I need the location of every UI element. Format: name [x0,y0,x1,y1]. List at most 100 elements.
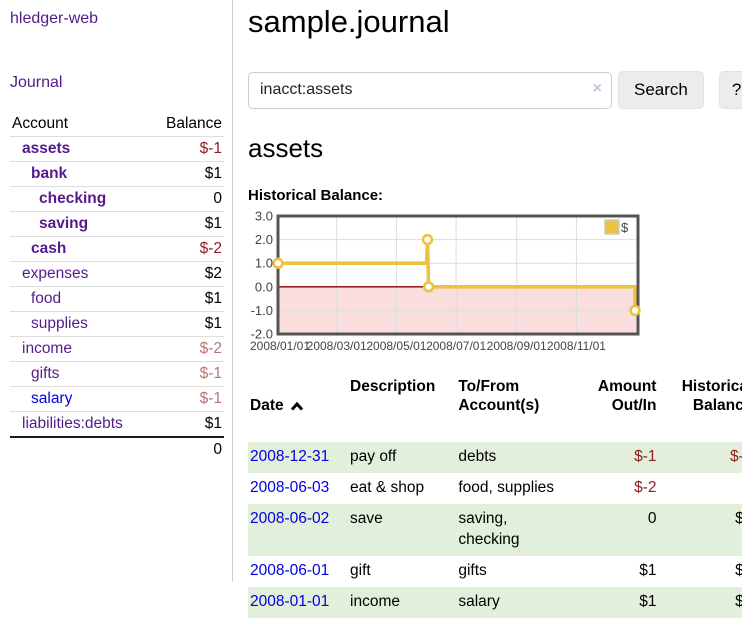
sidebar: hledger-web Journal Account Balance asse… [0,0,233,582]
transaction-amount: $-1 [634,448,657,466]
account-balance: $-1 [199,140,222,157]
svg-text:-2.0: -2.0 [251,327,273,342]
help-button[interactable]: ? [718,71,742,109]
svg-text:2008/05/01: 2008/05/01 [366,339,426,353]
account-row-saving: saving $1 [10,211,224,237]
transaction-accounts: debts [458,448,497,466]
svg-text:2008/01/01: 2008/01/01 [250,339,310,353]
transaction-accounts: salary [458,592,500,610]
account-link-food[interactable]: food [31,290,62,307]
account-balance: $1 [204,315,222,332]
account-row-salary: salary $-1 [10,386,224,412]
account-balance: $-2 [199,240,222,257]
transaction-description: gift [350,561,371,579]
transaction-balance: $1 [735,592,742,610]
search-input[interactable] [248,71,612,109]
accounts-col-balance: Balance [165,115,222,132]
account-row-food: food $1 [10,286,224,312]
account-balance: $-2 [199,340,222,357]
col-balance: Historical Balance [681,378,742,415]
account-balance: 0 [213,190,222,207]
chart-border [276,214,640,336]
account-link-liabilities-debts[interactable]: liabilities:debts [22,415,123,432]
transaction-balance: 0 [658,473,742,504]
transaction-date-link[interactable]: 2008-06-01 [250,561,330,579]
historical-balance-chart: $ 3.0 2.0 1.0 0.0 -1.0 -2.0 2008/01/01 2… [248,209,742,359]
account-link-income[interactable]: income [22,340,72,357]
transaction-date-link[interactable]: 2008-06-02 [250,509,330,527]
account-link-bank[interactable]: bank [31,165,68,182]
transaction-description: eat & shop [350,479,425,497]
account-balance: $1 [204,215,222,232]
svg-text:1.0: 1.0 [255,256,273,271]
clear-icon[interactable]: × [592,79,602,97]
legend-swatch [604,219,620,235]
transactions-table: Date Description To/From Account(s) Amou… [248,374,742,618]
col-description: Description [350,378,436,395]
account-row-cash: cash $-2 [10,236,224,262]
app-brand-link[interactable]: hledger-web [10,10,99,27]
transaction-row[interactable]: 2008-01-01 income salary $1 $1 [248,586,742,618]
accounts-header-row: Account Balance [10,112,224,137]
svg-text:-1.0: -1.0 [251,303,273,318]
account-row-income: income $-2 [10,336,224,362]
account-link-checking[interactable]: checking [39,190,107,207]
transaction-accounts: gifts [458,561,487,579]
transaction-description: pay off [350,448,397,466]
sidebar-item-journal[interactable]: Journal [10,74,63,91]
transaction-row[interactable]: 2008-12-31 pay off debts $-1 $-1 [248,442,742,474]
account-link-salary[interactable]: salary [31,390,73,407]
svg-text:2008/11/01: 2008/11/01 [547,339,606,353]
account-link-cash[interactable]: cash [31,240,67,257]
svg-text:0.0: 0.0 [255,279,273,294]
transaction-row[interactable]: 2008-06-03 eat & shop food, supplies $-2… [248,473,742,504]
chart-y-ticks: 3.0 2.0 1.0 0.0 -1.0 -2.0 [251,209,273,342]
transaction-description: income [350,592,400,610]
col-date-label: Date [250,397,284,415]
account-link-supplies[interactable]: supplies [31,315,88,332]
account-balance: $-1 [199,365,222,382]
main-content: sample.journal × Search ? assets Histori… [233,0,742,618]
transaction-accounts: food, supplies [458,479,555,497]
sort-ascending-icon [290,401,303,411]
account-balance: $1 [204,415,222,432]
transaction-date-link[interactable]: 2008-01-01 [250,592,330,610]
account-balance: $1 [204,290,222,307]
account-balance: $2 [204,265,222,282]
col-date[interactable]: Date [248,374,348,442]
account-link-assets[interactable]: assets [22,140,71,157]
chart-x-ticks: 2008/01/01 2008/03/01 2008/05/01 2008/07… [250,339,606,353]
chart-markers [272,233,641,317]
transaction-row[interactable]: 2008-06-01 gift gifts $1 $2 [248,556,742,587]
accounts-total-row: 0 [10,437,224,462]
account-row-checking: checking 0 [10,186,224,212]
transaction-balance: $2 [735,509,742,527]
transaction-amount: 0 [647,509,657,527]
legend-label: $ [621,220,629,235]
accounts-total-value: 0 [213,441,222,458]
page-title: sample.journal [248,4,450,39]
account-link-expenses[interactable]: expenses [22,265,89,282]
chart-vgrid [336,216,577,334]
transaction-accounts: saving, checking [458,509,520,548]
chart-title: Historical Balance: [248,187,384,204]
account-row-bank: bank $1 [10,161,224,187]
col-account: To/From Account(s) [458,378,540,415]
svg-text:2008/07/01: 2008/07/01 [426,339,486,353]
transaction-date-link[interactable]: 2008-06-03 [250,479,330,497]
account-row-supplies: supplies $1 [10,311,224,337]
transaction-date-link[interactable]: 2008-12-31 [250,448,330,466]
account-link-gifts[interactable]: gifts [31,365,60,382]
svg-text:2.0: 2.0 [255,232,273,247]
chart-svg: $ 3.0 2.0 1.0 0.0 -1.0 -2.0 2008/01/01 2… [250,209,641,353]
search-form: × Search ? [248,71,742,109]
transaction-amount: $1 [639,561,657,579]
account-row-expenses: expenses $2 [10,261,224,287]
transaction-description: save [350,509,383,527]
transaction-row[interactable]: 2008-06-02 save saving, checking 0 $2 [248,503,742,556]
svg-text:3.0: 3.0 [255,211,273,224]
account-balance: $1 [204,165,222,182]
account-balance: $-1 [199,390,222,407]
account-link-saving[interactable]: saving [39,215,89,232]
search-button[interactable]: Search [618,71,704,109]
